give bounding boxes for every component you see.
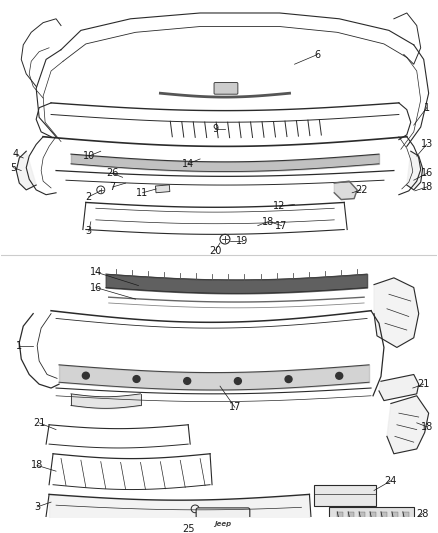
Polygon shape [379, 375, 419, 401]
Circle shape [82, 372, 89, 379]
Text: 13: 13 [420, 140, 433, 149]
Text: 19: 19 [236, 236, 248, 246]
Bar [359, 512, 365, 533]
Text: 17: 17 [276, 221, 288, 231]
Polygon shape [387, 396, 429, 454]
Bar [155, 185, 170, 193]
Text: 3: 3 [34, 502, 40, 512]
Text: 16: 16 [420, 168, 433, 179]
Bar [403, 512, 409, 533]
Text: 6: 6 [314, 50, 321, 60]
Circle shape [133, 376, 140, 382]
Text: 14: 14 [182, 159, 194, 169]
Text: 17: 17 [229, 402, 241, 413]
Text: 21: 21 [33, 418, 46, 428]
FancyBboxPatch shape [196, 508, 250, 533]
Circle shape [234, 378, 241, 384]
Circle shape [336, 373, 343, 379]
Text: 20: 20 [209, 246, 221, 256]
Text: 26: 26 [106, 168, 119, 179]
Polygon shape [334, 181, 357, 199]
Polygon shape [16, 151, 36, 190]
Text: 5: 5 [10, 163, 17, 173]
Bar [314, 484, 376, 506]
Text: 16: 16 [90, 282, 102, 293]
Text: 10: 10 [83, 151, 95, 161]
Polygon shape [407, 151, 423, 190]
FancyBboxPatch shape [214, 83, 238, 94]
Bar [329, 507, 414, 533]
Text: Jeep: Jeep [215, 521, 232, 527]
Text: 9: 9 [212, 124, 218, 134]
Polygon shape [374, 278, 419, 348]
Text: 28: 28 [417, 508, 429, 519]
Text: 12: 12 [273, 201, 286, 211]
Bar [381, 512, 387, 533]
Text: 18: 18 [420, 182, 433, 192]
Text: 22: 22 [355, 185, 367, 195]
Text: 4: 4 [12, 149, 18, 159]
Text: 18: 18 [31, 461, 43, 470]
Text: 1: 1 [16, 341, 22, 351]
Text: 2: 2 [86, 192, 92, 201]
Circle shape [184, 377, 191, 384]
Text: 24: 24 [385, 476, 397, 486]
Text: 3: 3 [86, 227, 92, 237]
Text: 1: 1 [424, 103, 430, 112]
Text: 18: 18 [420, 422, 433, 432]
Text: 25: 25 [182, 524, 194, 533]
Text: 21: 21 [417, 379, 430, 389]
Bar [370, 512, 376, 533]
Bar [348, 512, 354, 533]
Text: 11: 11 [136, 188, 148, 198]
Text: 14: 14 [90, 267, 102, 277]
Circle shape [285, 376, 292, 383]
Text: 18: 18 [261, 217, 274, 227]
Text: 7: 7 [110, 182, 116, 192]
Bar [392, 512, 398, 533]
Bar [337, 512, 343, 533]
